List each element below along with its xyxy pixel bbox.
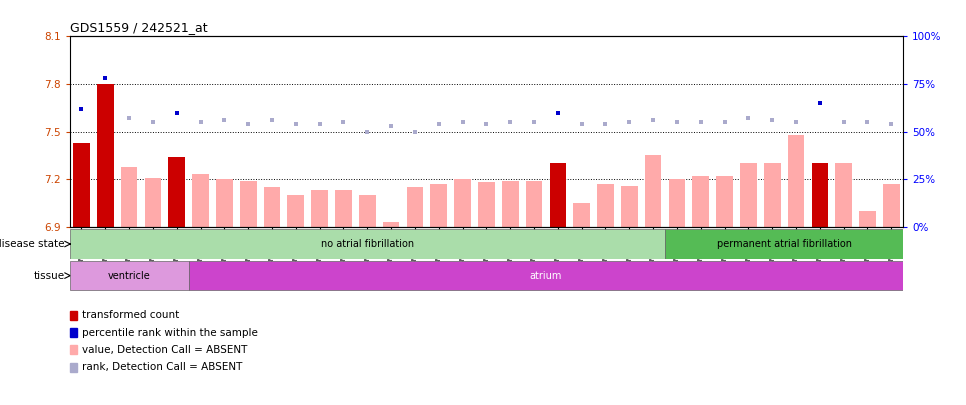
Bar <box>787 135 805 227</box>
Bar <box>192 175 209 227</box>
Bar <box>335 190 352 227</box>
Bar <box>216 179 233 227</box>
FancyBboxPatch shape <box>665 229 903 259</box>
Bar <box>264 187 280 227</box>
Text: percentile rank within the sample: percentile rank within the sample <box>82 328 258 337</box>
Text: rank, Detection Call = ABSENT: rank, Detection Call = ABSENT <box>82 362 242 372</box>
FancyBboxPatch shape <box>70 229 665 259</box>
Text: ventricle: ventricle <box>108 271 151 281</box>
Bar <box>573 203 590 227</box>
Bar <box>693 176 709 227</box>
FancyBboxPatch shape <box>188 261 903 290</box>
Text: GDS1559 / 242521_at: GDS1559 / 242521_at <box>70 21 207 34</box>
Bar <box>359 195 376 227</box>
Bar <box>764 163 781 227</box>
Bar <box>311 190 328 227</box>
Text: value, Detection Call = ABSENT: value, Detection Call = ABSENT <box>82 345 247 355</box>
Bar <box>431 184 447 227</box>
Bar <box>811 163 828 227</box>
Bar <box>644 156 662 227</box>
Bar <box>859 211 876 227</box>
Text: transformed count: transformed count <box>82 310 180 320</box>
Bar <box>716 176 733 227</box>
Bar <box>668 179 685 227</box>
Bar <box>97 84 114 227</box>
Text: tissue: tissue <box>34 271 65 281</box>
Bar <box>883 184 899 227</box>
Bar <box>168 157 185 227</box>
Bar <box>478 182 495 227</box>
Bar <box>621 185 638 227</box>
Text: no atrial fibrillation: no atrial fibrillation <box>321 239 413 249</box>
Text: atrium: atrium <box>529 271 562 281</box>
Bar <box>121 166 137 227</box>
Bar <box>526 181 542 227</box>
Bar <box>597 184 613 227</box>
Text: disease state: disease state <box>0 239 65 249</box>
Bar <box>240 181 257 227</box>
Bar <box>145 178 161 227</box>
Bar <box>740 163 756 227</box>
Bar <box>454 179 470 227</box>
Bar <box>836 163 852 227</box>
FancyBboxPatch shape <box>70 261 188 290</box>
Bar <box>288 195 304 227</box>
Bar <box>550 163 566 227</box>
Bar <box>502 181 519 227</box>
Bar <box>73 143 90 227</box>
Bar <box>383 222 400 227</box>
Text: permanent atrial fibrillation: permanent atrial fibrillation <box>717 239 852 249</box>
Bar <box>407 187 423 227</box>
